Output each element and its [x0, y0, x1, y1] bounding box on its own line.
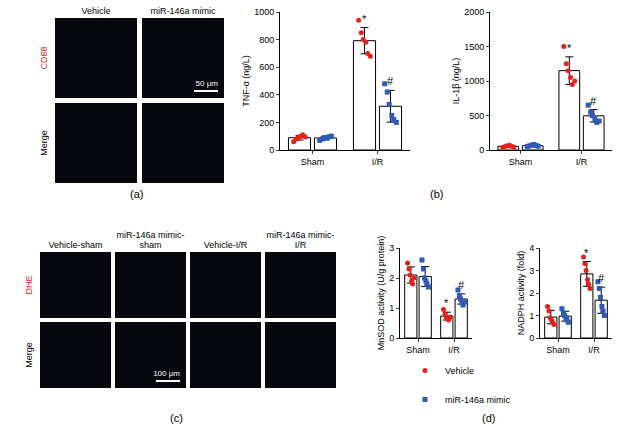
svg-text:#: #	[387, 75, 394, 87]
svg-text:400: 400	[259, 90, 274, 100]
svg-text:200: 200	[259, 118, 274, 128]
svg-text:*: *	[567, 42, 572, 54]
svg-text:#: #	[598, 272, 605, 284]
svg-text:0: 0	[479, 145, 484, 155]
svg-text:Sham: Sham	[301, 157, 325, 167]
svg-text:2000: 2000	[464, 7, 484, 17]
svg-text:2: 2	[389, 273, 394, 283]
html-text:DHE: DHE	[24, 275, 34, 295]
svg-text:*: *	[584, 247, 589, 259]
html-text:50 μm: 50 μm	[195, 79, 218, 88]
html-text:Vehicle-sham: Vehicle-sham	[48, 240, 103, 250]
svg-text:1000: 1000	[464, 76, 484, 86]
svg-text:#: #	[590, 95, 597, 107]
svg-text:0: 0	[269, 145, 274, 155]
html-text:Vehicle-I/R: Vehicle-I/R	[203, 240, 248, 250]
svg-text:I/R: I/R	[576, 157, 588, 167]
html-text:Merge: Merge	[24, 342, 34, 368]
svg-text:2: 2	[529, 288, 534, 298]
html-text:(a): (a)	[130, 188, 144, 200]
svg-text:#: #	[458, 279, 465, 291]
svg-text:MnSOD activity (U/g protein): MnSOD activity (U/g protein)	[376, 236, 386, 351]
svg-text:I/R: I/R	[588, 345, 600, 355]
svg-text:500: 500	[469, 111, 484, 121]
svg-text:*: *	[362, 13, 367, 25]
svg-text:600: 600	[259, 62, 274, 72]
svg-text:TNF-α (ng/L): TNF-α (ng/L)	[241, 55, 251, 107]
svg-text:Vehicle: Vehicle	[445, 366, 474, 376]
svg-text:0: 0	[529, 333, 534, 343]
html-text:100 μm: 100 μm	[153, 369, 180, 378]
svg-text:4: 4	[529, 243, 534, 253]
svg-text:IL-1β (ng/L): IL-1β (ng/L)	[451, 58, 461, 105]
svg-text:Sham: Sham	[406, 345, 430, 355]
svg-text:I/R: I/R	[448, 345, 460, 355]
svg-text:1: 1	[529, 311, 534, 321]
html-text:Vehicle: Vehicle	[81, 6, 111, 16]
svg-text:1: 1	[389, 303, 394, 313]
html-text:miR-146a mimic-I/R: miR-146a mimic-I/R	[266, 230, 335, 250]
svg-text:0: 0	[389, 333, 394, 343]
html-text:(d): (d)	[482, 412, 496, 424]
svg-text:Sham: Sham	[546, 345, 570, 355]
svg-text:miR-146a mimic: miR-146a mimic	[445, 395, 511, 405]
svg-text:800: 800	[259, 35, 274, 45]
html-text:(c): (c)	[170, 412, 183, 424]
svg-text:I/R: I/R	[372, 157, 384, 167]
svg-text:NADPH activity (fold): NADPH activity (fold)	[516, 251, 526, 336]
svg-text:*: *	[444, 297, 449, 309]
svg-text:Sham: Sham	[509, 157, 533, 167]
html-text:CD68: CD68	[39, 46, 49, 70]
html-text:(b): (b)	[430, 188, 444, 200]
svg-text:3: 3	[389, 243, 394, 253]
svg-text:1000: 1000	[254, 7, 274, 17]
svg-text:1500: 1500	[464, 42, 484, 52]
html-text:miR-146a mimic: miR-146a mimic	[150, 6, 216, 16]
html-text:miR-146a mimic-sham: miR-146a mimic-sham	[116, 230, 185, 250]
html-text:Merge: Merge	[39, 130, 49, 156]
svg-text:3: 3	[529, 266, 534, 276]
